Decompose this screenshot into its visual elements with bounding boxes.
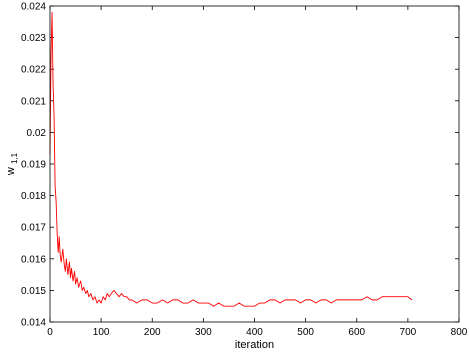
y-axis-ticks: 0.014 0.015 0.016 0.017 0.018 0.019 0.02 0.021 0…: [21, 2, 459, 329]
y-tick-label: 0.022: [21, 65, 46, 76]
x-tick-label: 100: [93, 327, 110, 338]
series-line: [49, 11, 413, 307]
y-tick-label: 0.015: [21, 286, 46, 297]
x-tick-label: 700: [400, 327, 417, 338]
plot-frame: [49, 5, 460, 323]
x-axis-label: iteration: [235, 339, 274, 351]
y-tick-label: 0.017: [21, 223, 46, 234]
x-tick-label: 0: [47, 327, 53, 338]
svg-text:w 1,1: w 1,1: [5, 152, 19, 176]
y-tick-label: 0.021: [21, 96, 46, 107]
x-tick-label: 800: [451, 327, 468, 338]
x-tick-label: 200: [144, 327, 161, 338]
x-tick-label: 600: [348, 327, 365, 338]
y-tick-label: 0.023: [21, 33, 46, 44]
y-tick-label: 0.014: [21, 318, 46, 329]
y-tick-label: 0.02: [27, 128, 47, 139]
x-tick-label: 400: [246, 327, 263, 338]
series-layer: [49, 11, 413, 307]
y-tick-label: 0.016: [21, 254, 46, 265]
y-tick-label: 0.018: [21, 191, 46, 202]
y-axis-label-subscript: 1,1: [10, 152, 19, 164]
x-tick-label: 500: [297, 327, 314, 338]
y-axis-label-main: w: [5, 167, 17, 176]
y-tick-label: 0.019: [21, 160, 46, 171]
x-tick-label: 300: [195, 327, 212, 338]
y-axis-label: w 1,1: [5, 152, 19, 176]
x-axis-ticks: 0 100 200 300 400 500 600 700 800: [47, 6, 468, 338]
y-tick-label: 0.024: [21, 2, 46, 13]
